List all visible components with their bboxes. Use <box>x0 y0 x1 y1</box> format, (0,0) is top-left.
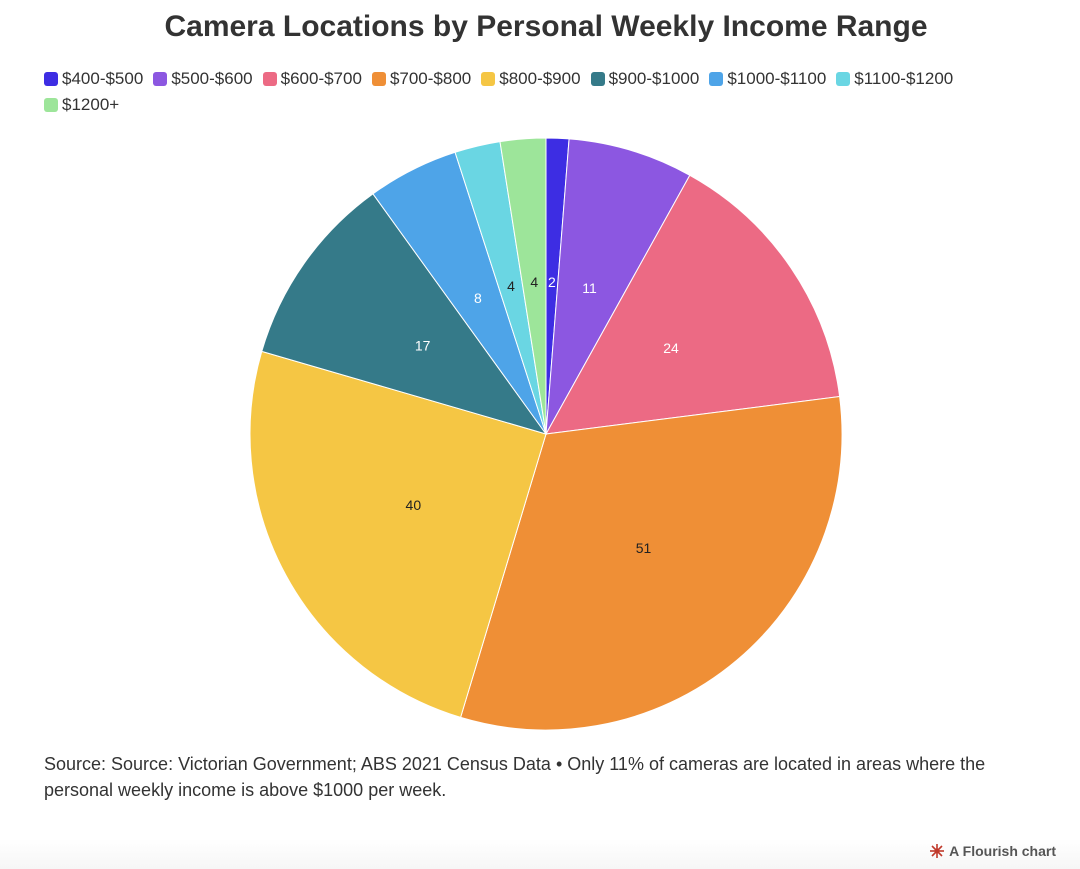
legend-swatch <box>44 72 58 86</box>
legend-swatch <box>836 72 851 86</box>
legend-item[interactable]: $1000-$1100 <box>709 68 826 90</box>
legend-label: $400-$500 <box>62 69 144 88</box>
legend-swatch <box>481 72 496 86</box>
legend-label: $1200+ <box>62 95 120 114</box>
legend-label: $600-$700 <box>280 69 362 88</box>
chart-title: Camera Locations by Personal Weekly Inco… <box>164 10 928 43</box>
legend-swatch <box>44 98 58 112</box>
legend-label: $900-$1000 <box>608 69 700 88</box>
legend-swatch <box>371 72 386 86</box>
legend-item[interactable]: $900-$1000 <box>590 68 700 90</box>
legend-swatch <box>262 72 277 86</box>
data-label: 2 <box>548 274 556 290</box>
legend-label: $800-$900 <box>499 69 581 88</box>
legend-item[interactable]: $1100-$1200 <box>836 68 953 90</box>
data-label: 4 <box>507 278 515 294</box>
data-label: 24 <box>663 340 679 356</box>
legend: $400-$500 $500-$600 $600-$700 $700-$800 $800… <box>44 68 1034 116</box>
pie-slice <box>545 174 841 435</box>
credit-text: A Flourish chart <box>949 843 1056 859</box>
legend-item[interactable]: $400-$500 <box>44 68 143 90</box>
legend-swatch <box>590 72 605 86</box>
legend-item[interactable]: $500-$600 <box>153 68 253 90</box>
pie-slice <box>499 137 547 435</box>
data-label: 8 <box>474 290 482 306</box>
legend-swatch <box>153 72 168 86</box>
legend-swatch <box>709 72 724 86</box>
pie-slice <box>545 138 691 435</box>
legend-label: $700-$800 <box>389 69 472 88</box>
pie-slice <box>261 193 548 435</box>
pie-slice <box>459 395 843 731</box>
footer-band <box>0 839 1080 869</box>
flourish-logo <box>930 844 945 858</box>
data-label: 40 <box>406 497 422 513</box>
legend-label: $1100-$1200 <box>854 69 954 88</box>
data-label: 11 <box>582 280 597 296</box>
legend-label: $500-$600 <box>171 69 253 88</box>
legend-item[interactable]: $800-$900 <box>481 68 581 90</box>
legend-item[interactable]: $700-$800 <box>371 68 472 90</box>
data-label: 51 <box>636 540 652 556</box>
legend-item[interactable]: $1200+ <box>44 94 119 116</box>
data-label: 17 <box>415 338 431 354</box>
pie-slice <box>249 350 547 719</box>
credit[interactable]: A Flourish chart <box>929 843 1056 859</box>
source-note: Source: Source: Victorian Government; AB… <box>44 754 986 800</box>
legend-item[interactable]: $600-$700 <box>262 68 362 90</box>
data-label: 4 <box>530 274 538 290</box>
legend-label: $1000-$1100 <box>727 69 827 88</box>
